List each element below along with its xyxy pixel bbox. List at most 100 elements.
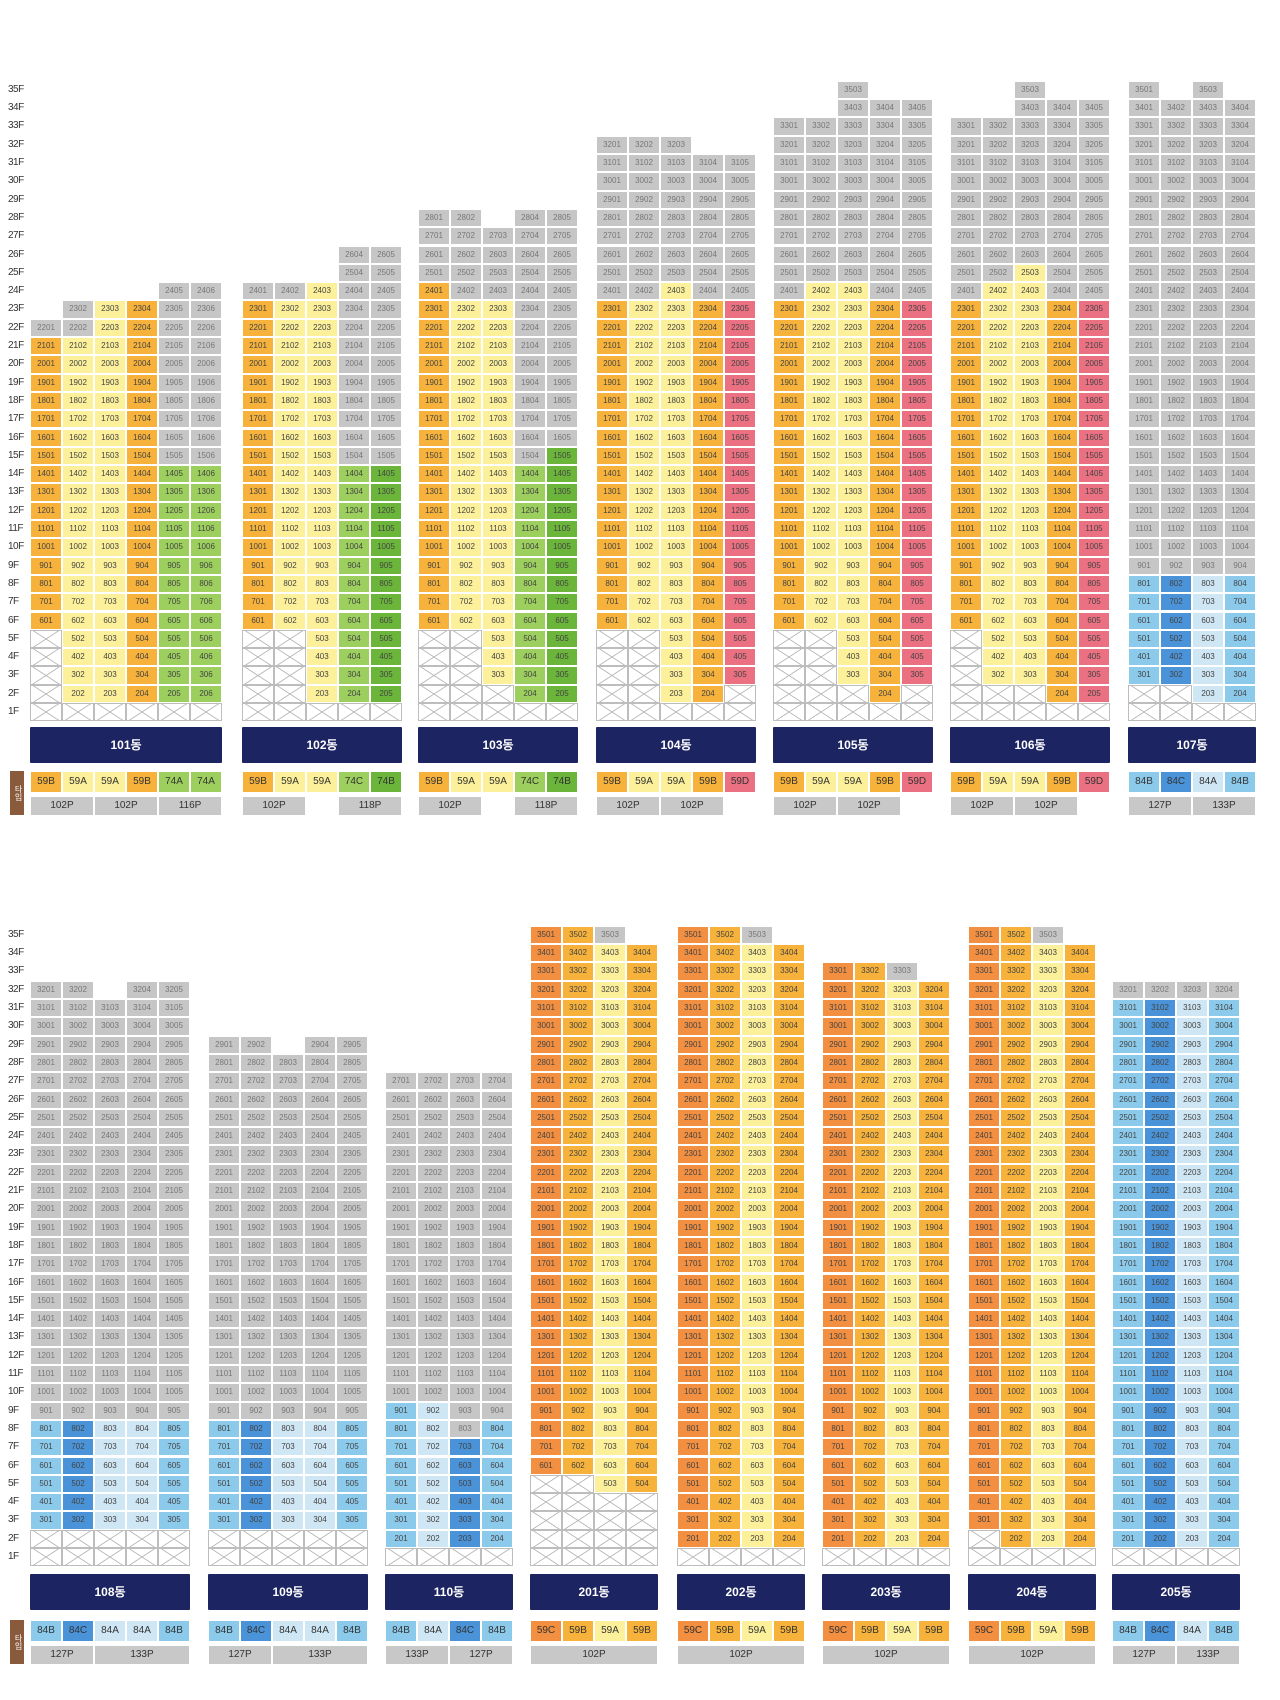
unit-cell-sold: 2704 — [514, 227, 546, 246]
unit-cell-sold: 905 — [158, 1401, 190, 1420]
unit-cell-available: 1203 — [1176, 1346, 1208, 1365]
unit-cell-available: 801 — [30, 1419, 62, 1439]
unit-cell-available: 304 — [869, 666, 901, 685]
unit-cell-sold: 1401 — [385, 1310, 417, 1329]
unit-cell-sold: 3001 — [773, 172, 805, 191]
unit-cell-available: 301 — [677, 1511, 709, 1530]
unit-cell-sold: 1905 — [546, 373, 578, 392]
unit-cell-available: 1005 — [901, 538, 933, 557]
unit-cell-sold: 1101 — [208, 1365, 240, 1384]
unit-cell-available: 702 — [562, 1438, 594, 1457]
unit-cell — [1064, 1548, 1096, 1567]
unit-cell-available: 704 — [626, 1438, 658, 1457]
unit-cell-available: 902 — [417, 1401, 449, 1420]
unit-cell-sold: 1103 — [1192, 520, 1224, 539]
unit-type-cell: 59B — [692, 771, 724, 793]
unit-cell-sold: 2801 — [418, 208, 450, 228]
unit-cell-available: 2501 — [822, 1108, 854, 1128]
unit-cell — [901, 703, 933, 722]
unit-cell — [950, 703, 982, 722]
unit-cell-sold: 1801 — [1128, 391, 1160, 411]
unit-cell-available: 204 — [918, 1529, 950, 1548]
unit-cell-available: 1203 — [594, 1346, 626, 1365]
floor-label: 35F — [8, 928, 24, 940]
unit-cell-available: 1804 — [1046, 391, 1078, 411]
unit-cell-available: 2701 — [677, 1072, 709, 1091]
unit-cell-available: 1004 — [1046, 538, 1078, 557]
floor-label: 16F — [8, 1276, 24, 1288]
unit-cell-available: 201 — [1112, 1529, 1144, 1548]
unit-cell-available: 1701 — [1112, 1255, 1144, 1274]
unit-cell-available: 402 — [1160, 648, 1192, 667]
unit-cell-sold: 1905 — [158, 373, 190, 392]
unit-cell-sold: 1101 — [30, 1365, 62, 1384]
unit-cell-available: 904 — [1046, 556, 1078, 575]
unit-cell-available: 804 — [481, 1419, 513, 1439]
unit-cell-sold: 1905 — [370, 373, 402, 392]
unit-cell-available: 1702 — [628, 410, 660, 429]
unit-cell-available: 1901 — [30, 373, 62, 392]
unit-cell-sold: 2804 — [126, 1053, 158, 1073]
unit-cell-available: 2404 — [773, 1127, 805, 1146]
unit-cell-available: 1403 — [306, 465, 338, 484]
unit-cell-sold: 3305 — [1078, 117, 1110, 136]
unit-cell-sold: 1002 — [240, 1383, 272, 1402]
unit-type-cell: 59A — [1032, 1620, 1064, 1642]
unit-cell — [562, 1529, 594, 1548]
unit-cell — [709, 1548, 741, 1567]
unit-cell-sold: 3105 — [1078, 154, 1110, 173]
unit-cell-available: 302 — [982, 666, 1014, 685]
unit-cell-sold: 2505 — [724, 263, 756, 283]
unit-cell-available: 1303 — [1014, 483, 1046, 502]
unit-cell-available: 301 — [1112, 1511, 1144, 1530]
unit-cell-sold: 1902 — [1160, 373, 1192, 392]
unit-cell-available: 1803 — [482, 391, 514, 411]
unit-cell-sold: 903 — [272, 1401, 304, 1420]
unit-cell — [481, 1548, 513, 1567]
unit-cell-sold: 3203 — [1192, 135, 1224, 154]
unit-cell-available: 1801 — [418, 391, 450, 411]
unit-cell-available: 1304 — [1064, 1328, 1096, 1347]
unit-cell-available: 2104 — [869, 337, 901, 356]
unit-type-cell: 84C — [1144, 1620, 1176, 1642]
unit-cell — [901, 684, 933, 703]
unit-cell-sold: 2403 — [94, 1127, 126, 1146]
unit-cell-available: 504 — [126, 629, 158, 649]
unit-cell-sold: 2604 — [1046, 245, 1078, 264]
unit-cell-available: 1305 — [1078, 483, 1110, 502]
unit-cell — [304, 1548, 336, 1567]
unit-cell — [272, 1529, 304, 1548]
unit-cell-available: 2201 — [822, 1163, 854, 1182]
unit-cell-sold: 2901 — [950, 190, 982, 209]
unit-cell-available: 304 — [126, 666, 158, 685]
unit-cell-available: 2603 — [594, 1090, 626, 1109]
parking-cell: 102P — [773, 796, 837, 816]
unit-cell-available: 1804 — [626, 1236, 658, 1256]
unit-cell-available: 2603 — [1032, 1090, 1064, 1109]
unit-cell-sold: 2603 — [1192, 245, 1224, 264]
unit-cell-available: 1001 — [950, 538, 982, 557]
unit-cell-available: 904 — [1208, 1401, 1240, 1420]
unit-cell-available: 1005 — [1078, 538, 1110, 557]
unit-cell-sold: 2505 — [370, 263, 402, 283]
unit-cell-sold: 2605 — [546, 245, 578, 264]
unit-cell-available: 304 — [481, 1511, 513, 1530]
unit-cell-available: 1504 — [626, 1291, 658, 1311]
unit-cell-available: 601 — [596, 611, 628, 630]
unit-cell — [306, 703, 338, 722]
unit-cell-available: 1502 — [1144, 1291, 1176, 1311]
unit-cell-available: 1902 — [1144, 1218, 1176, 1237]
unit-cell-sold: 2401 — [1128, 282, 1160, 301]
unit-cell-sold: 2602 — [240, 1090, 272, 1109]
unit-type-cell: 84A — [94, 1620, 126, 1642]
unit-cell-available: 1901 — [773, 373, 805, 392]
unit-cell-sold: 1901 — [208, 1218, 240, 1237]
unit-cell-sold: 3404 — [1046, 99, 1078, 118]
floor-label: 10F — [8, 541, 24, 553]
unit-cell-available: 1801 — [1112, 1236, 1144, 1256]
unit-cell-sold: 2502 — [62, 1108, 94, 1128]
unit-cell-available: 704 — [126, 1438, 158, 1457]
unit-cell-sold: 1002 — [417, 1383, 449, 1402]
unit-cell-available: 704 — [481, 1438, 513, 1457]
unit-cell-available: 802 — [805, 574, 837, 594]
